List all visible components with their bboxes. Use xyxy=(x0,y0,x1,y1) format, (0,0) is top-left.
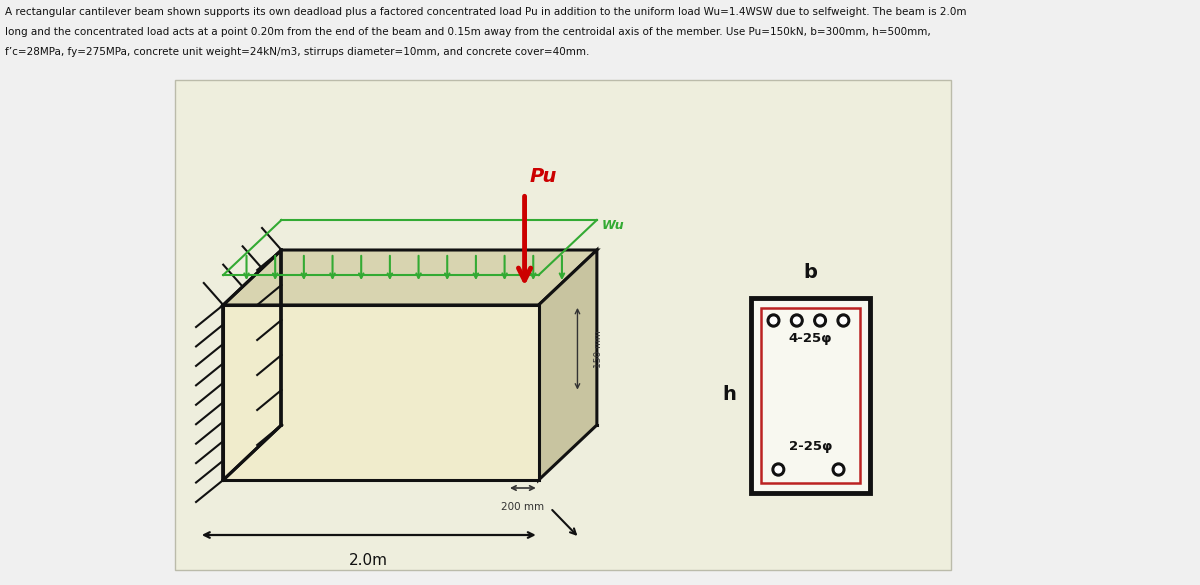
Text: long and the concentrated load acts at a point 0.20m from the end of the beam an: long and the concentrated load acts at a… xyxy=(5,27,931,37)
Text: A rectangular cantilever beam shown supports its own deadload plus a factored co: A rectangular cantilever beam shown supp… xyxy=(5,7,966,17)
Circle shape xyxy=(840,317,847,324)
Polygon shape xyxy=(223,305,539,480)
Text: 2.0m: 2.0m xyxy=(349,553,389,568)
Circle shape xyxy=(770,317,776,324)
Bar xyxy=(761,308,860,483)
Text: Wu: Wu xyxy=(601,219,624,232)
Circle shape xyxy=(767,314,780,327)
Text: 2-25φ: 2-25φ xyxy=(788,440,832,453)
Text: f’c=28MPa, fy=275MPa, concrete unit weight=24kN/m3, stirrups diameter=10mm, and : f’c=28MPa, fy=275MPa, concrete unit weig… xyxy=(5,47,589,57)
Bar xyxy=(175,80,952,570)
Text: 4-25φ: 4-25φ xyxy=(788,332,832,345)
Circle shape xyxy=(775,466,781,473)
Polygon shape xyxy=(539,250,596,480)
Circle shape xyxy=(814,314,827,327)
Circle shape xyxy=(791,314,803,327)
Text: b: b xyxy=(804,263,817,281)
Circle shape xyxy=(835,466,842,473)
Bar xyxy=(751,298,870,493)
Polygon shape xyxy=(223,250,596,305)
Text: Pu: Pu xyxy=(529,167,557,185)
Circle shape xyxy=(793,317,800,324)
Text: 150 mm: 150 mm xyxy=(594,330,602,367)
Circle shape xyxy=(817,317,823,324)
Circle shape xyxy=(838,314,850,327)
Text: h: h xyxy=(722,386,737,404)
Circle shape xyxy=(772,463,785,476)
Text: 200 mm: 200 mm xyxy=(502,502,545,512)
Circle shape xyxy=(833,463,845,476)
